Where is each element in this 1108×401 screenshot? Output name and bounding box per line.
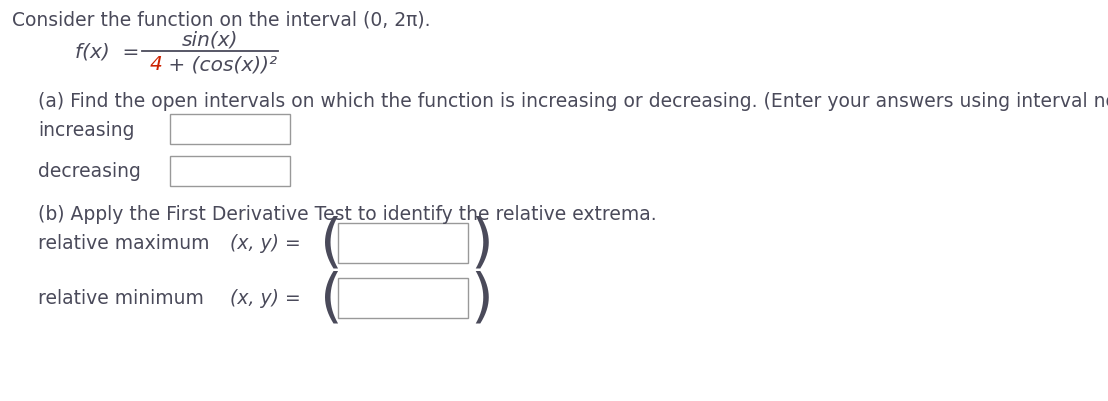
Text: 4: 4 — [150, 55, 163, 74]
Text: ): ) — [470, 270, 493, 327]
Text: (x, y) =: (x, y) = — [230, 289, 300, 308]
Text: decreasing: decreasing — [38, 162, 141, 181]
Text: sin(x): sin(x) — [182, 30, 238, 49]
Text: (: ( — [320, 215, 342, 272]
Text: increasing: increasing — [38, 120, 134, 139]
Text: ): ) — [470, 215, 493, 272]
Text: relative minimum: relative minimum — [38, 289, 204, 308]
FancyBboxPatch shape — [338, 278, 468, 318]
Text: f(x)  =: f(x) = — [75, 43, 140, 61]
Text: (: ( — [320, 270, 342, 327]
Text: (x, y) =: (x, y) = — [230, 234, 300, 253]
FancyBboxPatch shape — [338, 223, 468, 263]
Text: (b) Apply the First Derivative Test to identify the relative extrema.: (b) Apply the First Derivative Test to i… — [38, 205, 657, 223]
Text: + (cos(x))²: + (cos(x))² — [162, 55, 277, 74]
FancyBboxPatch shape — [170, 157, 290, 186]
Text: relative maximum: relative maximum — [38, 234, 209, 253]
Text: Consider the function on the interval (0, 2π).: Consider the function on the interval (0… — [12, 10, 431, 29]
FancyBboxPatch shape — [170, 115, 290, 145]
Text: (a) Find the open intervals on which the function is increasing or decreasing. (: (a) Find the open intervals on which the… — [38, 92, 1108, 111]
